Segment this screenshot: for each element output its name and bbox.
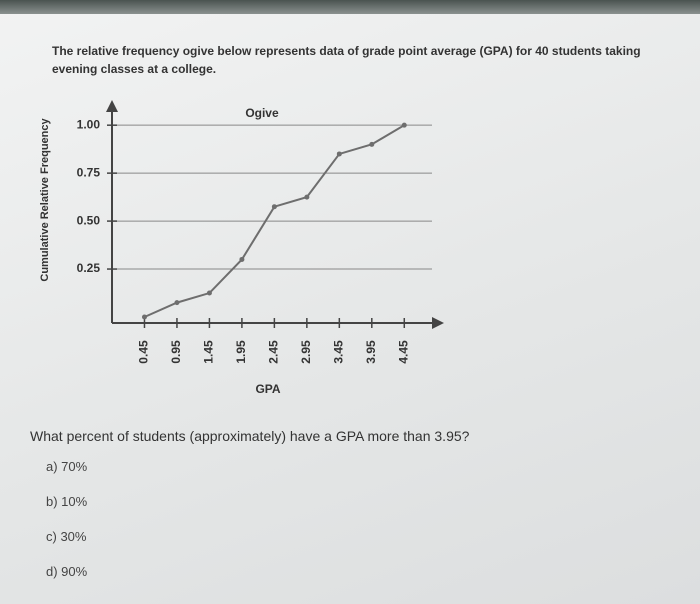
x-tick-label: 1.45 xyxy=(202,340,216,364)
y-axis-label: Cumulative Relative Frequency xyxy=(39,118,51,282)
x-axis-label: GPA xyxy=(255,382,280,396)
point xyxy=(401,122,407,128)
x-tick-label: 3.45 xyxy=(331,340,345,364)
chart-title: Ogive xyxy=(245,106,279,120)
x-tick-label: 2.45 xyxy=(267,340,281,364)
x-tick-label: 0.45 xyxy=(137,340,151,364)
y-axis-arrow xyxy=(106,100,118,112)
answer-option[interactable]: b) 10% xyxy=(46,494,88,509)
window-bar xyxy=(0,0,700,14)
y-tick-label: 0.50 xyxy=(77,213,101,227)
x-tick-label: 1.95 xyxy=(234,340,248,364)
x-tick-label: 2.95 xyxy=(299,340,313,364)
x-tick-label: 3.95 xyxy=(364,340,378,364)
answer-option[interactable]: a) 70% xyxy=(46,459,88,474)
question: What percent of students (approximately)… xyxy=(30,428,470,444)
point xyxy=(174,300,180,306)
point xyxy=(141,314,147,320)
answer-option[interactable]: d) 90% xyxy=(46,564,88,579)
intro-text: The relative frequency ogive below repre… xyxy=(52,44,641,76)
point xyxy=(369,141,375,147)
point xyxy=(239,256,245,262)
point xyxy=(271,204,277,210)
answer-option[interactable]: c) 30% xyxy=(46,529,87,544)
point xyxy=(206,290,212,296)
x-tick-label: 4.45 xyxy=(396,340,410,364)
point xyxy=(304,194,310,200)
x-tick-label: 0.95 xyxy=(169,340,183,364)
y-tick-label: 1.00 xyxy=(77,117,101,131)
point xyxy=(336,151,342,157)
y-tick-label: 0.75 xyxy=(77,165,101,179)
x-axis-arrow xyxy=(432,317,444,329)
y-tick-label: 0.25 xyxy=(77,261,101,275)
